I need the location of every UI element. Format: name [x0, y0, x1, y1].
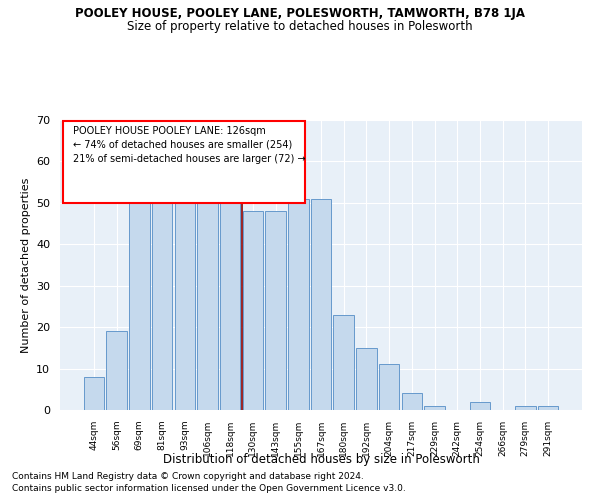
Bar	[311, 198, 331, 410]
Bar	[265, 211, 286, 410]
Text: Distribution of detached houses by size in Polesworth: Distribution of detached houses by size …	[163, 452, 479, 466]
Text: POOLEY HOUSE POOLEY LANE: 126sqm
← 74% of detached houses are smaller (254)
21% : POOLEY HOUSE POOLEY LANE: 126sqm ← 74% o…	[73, 126, 305, 164]
Bar	[197, 190, 218, 410]
Bar	[288, 198, 308, 410]
Text: Size of property relative to detached houses in Polesworth: Size of property relative to detached ho…	[127, 20, 473, 33]
Bar	[152, 198, 172, 410]
Bar	[175, 190, 195, 410]
Bar	[106, 332, 127, 410]
Bar	[538, 406, 558, 410]
Bar	[470, 402, 490, 410]
Y-axis label: Number of detached properties: Number of detached properties	[20, 178, 31, 352]
Text: POOLEY HOUSE, POOLEY LANE, POLESWORTH, TAMWORTH, B78 1JA: POOLEY HOUSE, POOLEY LANE, POLESWORTH, T…	[75, 8, 525, 20]
Bar	[424, 406, 445, 410]
Bar	[334, 314, 354, 410]
Bar	[515, 406, 536, 410]
Bar	[356, 348, 377, 410]
FancyBboxPatch shape	[62, 122, 305, 202]
Bar	[379, 364, 400, 410]
Text: Contains public sector information licensed under the Open Government Licence v3: Contains public sector information licen…	[12, 484, 406, 493]
Bar	[401, 394, 422, 410]
Text: Contains HM Land Registry data © Crown copyright and database right 2024.: Contains HM Land Registry data © Crown c…	[12, 472, 364, 481]
Bar	[84, 377, 104, 410]
Bar	[242, 211, 263, 410]
Bar	[220, 174, 241, 410]
Bar	[129, 198, 149, 410]
